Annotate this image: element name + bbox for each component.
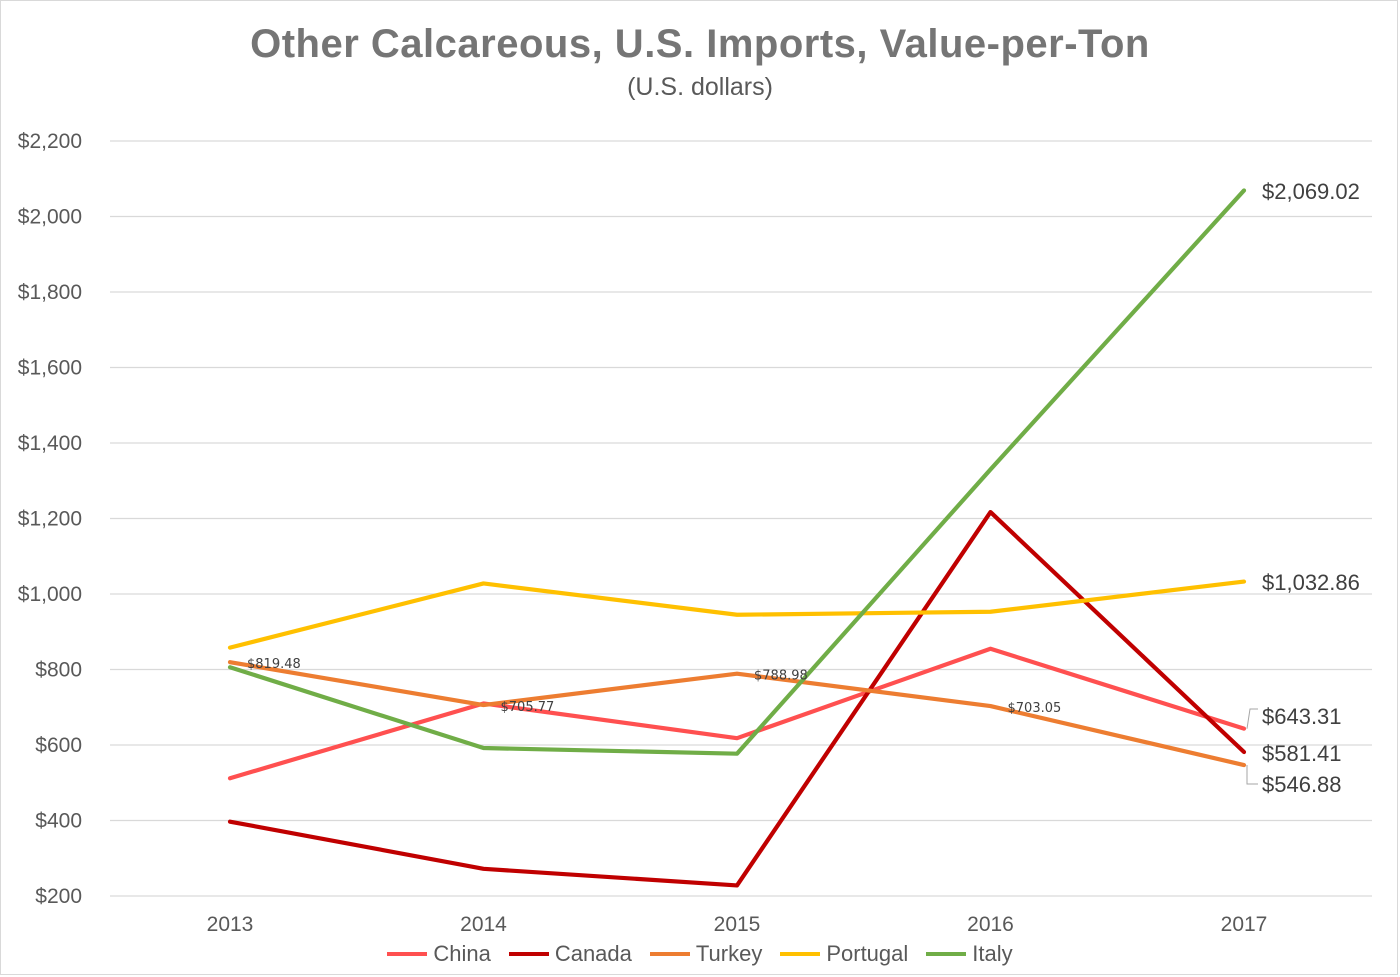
data-label: $819.48 <box>247 657 301 672</box>
data-labels: $2,069.02 $1,032.86 $643.31 $581.41 $546.88 $… <box>247 179 1360 797</box>
x-tick-label: 2017 <box>1221 913 1268 936</box>
x-axis-ticks: 2013 2014 2015 2016 2017 <box>207 913 1268 936</box>
legend: China Canada Turkey Portugal Italy <box>0 941 1400 967</box>
y-axis-ticks: $200 $400 $600 $800 $1,000 $1,200 $1,400 $1,600… <box>18 130 82 908</box>
legend-label: Italy <box>972 941 1013 966</box>
y-tick-label: $1,600 <box>18 357 82 380</box>
legend-item-china: China <box>387 941 491 967</box>
y-tick-label: $800 <box>35 659 82 682</box>
legend-item-portugal: Portugal <box>780 941 908 967</box>
data-label: $788.98 <box>754 669 808 684</box>
series-lines <box>227 188 1247 888</box>
data-label: $2,069.02 <box>1262 179 1360 204</box>
x-tick-label: 2015 <box>714 913 761 936</box>
legend-label: China <box>433 941 491 966</box>
y-tick-label: $400 <box>35 810 82 833</box>
y-tick-label: $1,800 <box>18 281 82 304</box>
series-line-portugal <box>227 579 1247 650</box>
legend-label: Canada <box>554 941 632 966</box>
legend-item-canada: Canada <box>508 941 632 967</box>
x-tick-label: 2016 <box>967 913 1014 936</box>
label-leader <box>1246 708 1258 729</box>
legend-label: Turkey <box>695 941 763 966</box>
y-tick-label: $200 <box>35 885 82 908</box>
chart-subtitle: (U.S. dollars) <box>627 73 773 101</box>
data-label: $643.31 <box>1262 704 1342 729</box>
y-tick-label: $2,000 <box>18 206 82 229</box>
data-label: $705.77 <box>501 700 555 715</box>
series-line-china <box>227 646 1247 781</box>
chart-title: Other Calcareous, U.S. Imports, Value-pe… <box>250 22 1150 66</box>
legend-swatch <box>780 952 821 956</box>
y-tick-label: $1,000 <box>18 583 82 606</box>
data-label: $581.41 <box>1262 741 1342 766</box>
y-tick-label: $600 <box>35 734 82 757</box>
y-tick-label: $1,200 <box>18 508 82 531</box>
y-tick-label: $2,200 <box>18 130 82 153</box>
data-label: $546.88 <box>1262 772 1342 797</box>
y-tick-label: $1,400 <box>18 432 82 455</box>
data-label: $1,032.86 <box>1262 570 1360 595</box>
legend-swatch <box>387 952 428 956</box>
legend-swatch <box>508 952 549 956</box>
legend-item-italy: Italy <box>926 941 1013 967</box>
legend-item-turkey: Turkey <box>649 941 763 967</box>
legend-label: Portugal <box>826 941 909 966</box>
legend-swatch <box>649 952 690 956</box>
series-line-italy <box>227 188 1247 756</box>
series-line-canada <box>227 509 1247 888</box>
label-leaders <box>1246 708 1258 785</box>
gridlines <box>110 140 1372 897</box>
legend-swatch <box>926 952 967 956</box>
x-tick-label: 2014 <box>460 913 507 936</box>
x-tick-label: 2013 <box>207 913 254 936</box>
label-leader <box>1246 765 1258 785</box>
series-line-turkey <box>227 660 1247 768</box>
data-label: $703.05 <box>1008 701 1062 716</box>
